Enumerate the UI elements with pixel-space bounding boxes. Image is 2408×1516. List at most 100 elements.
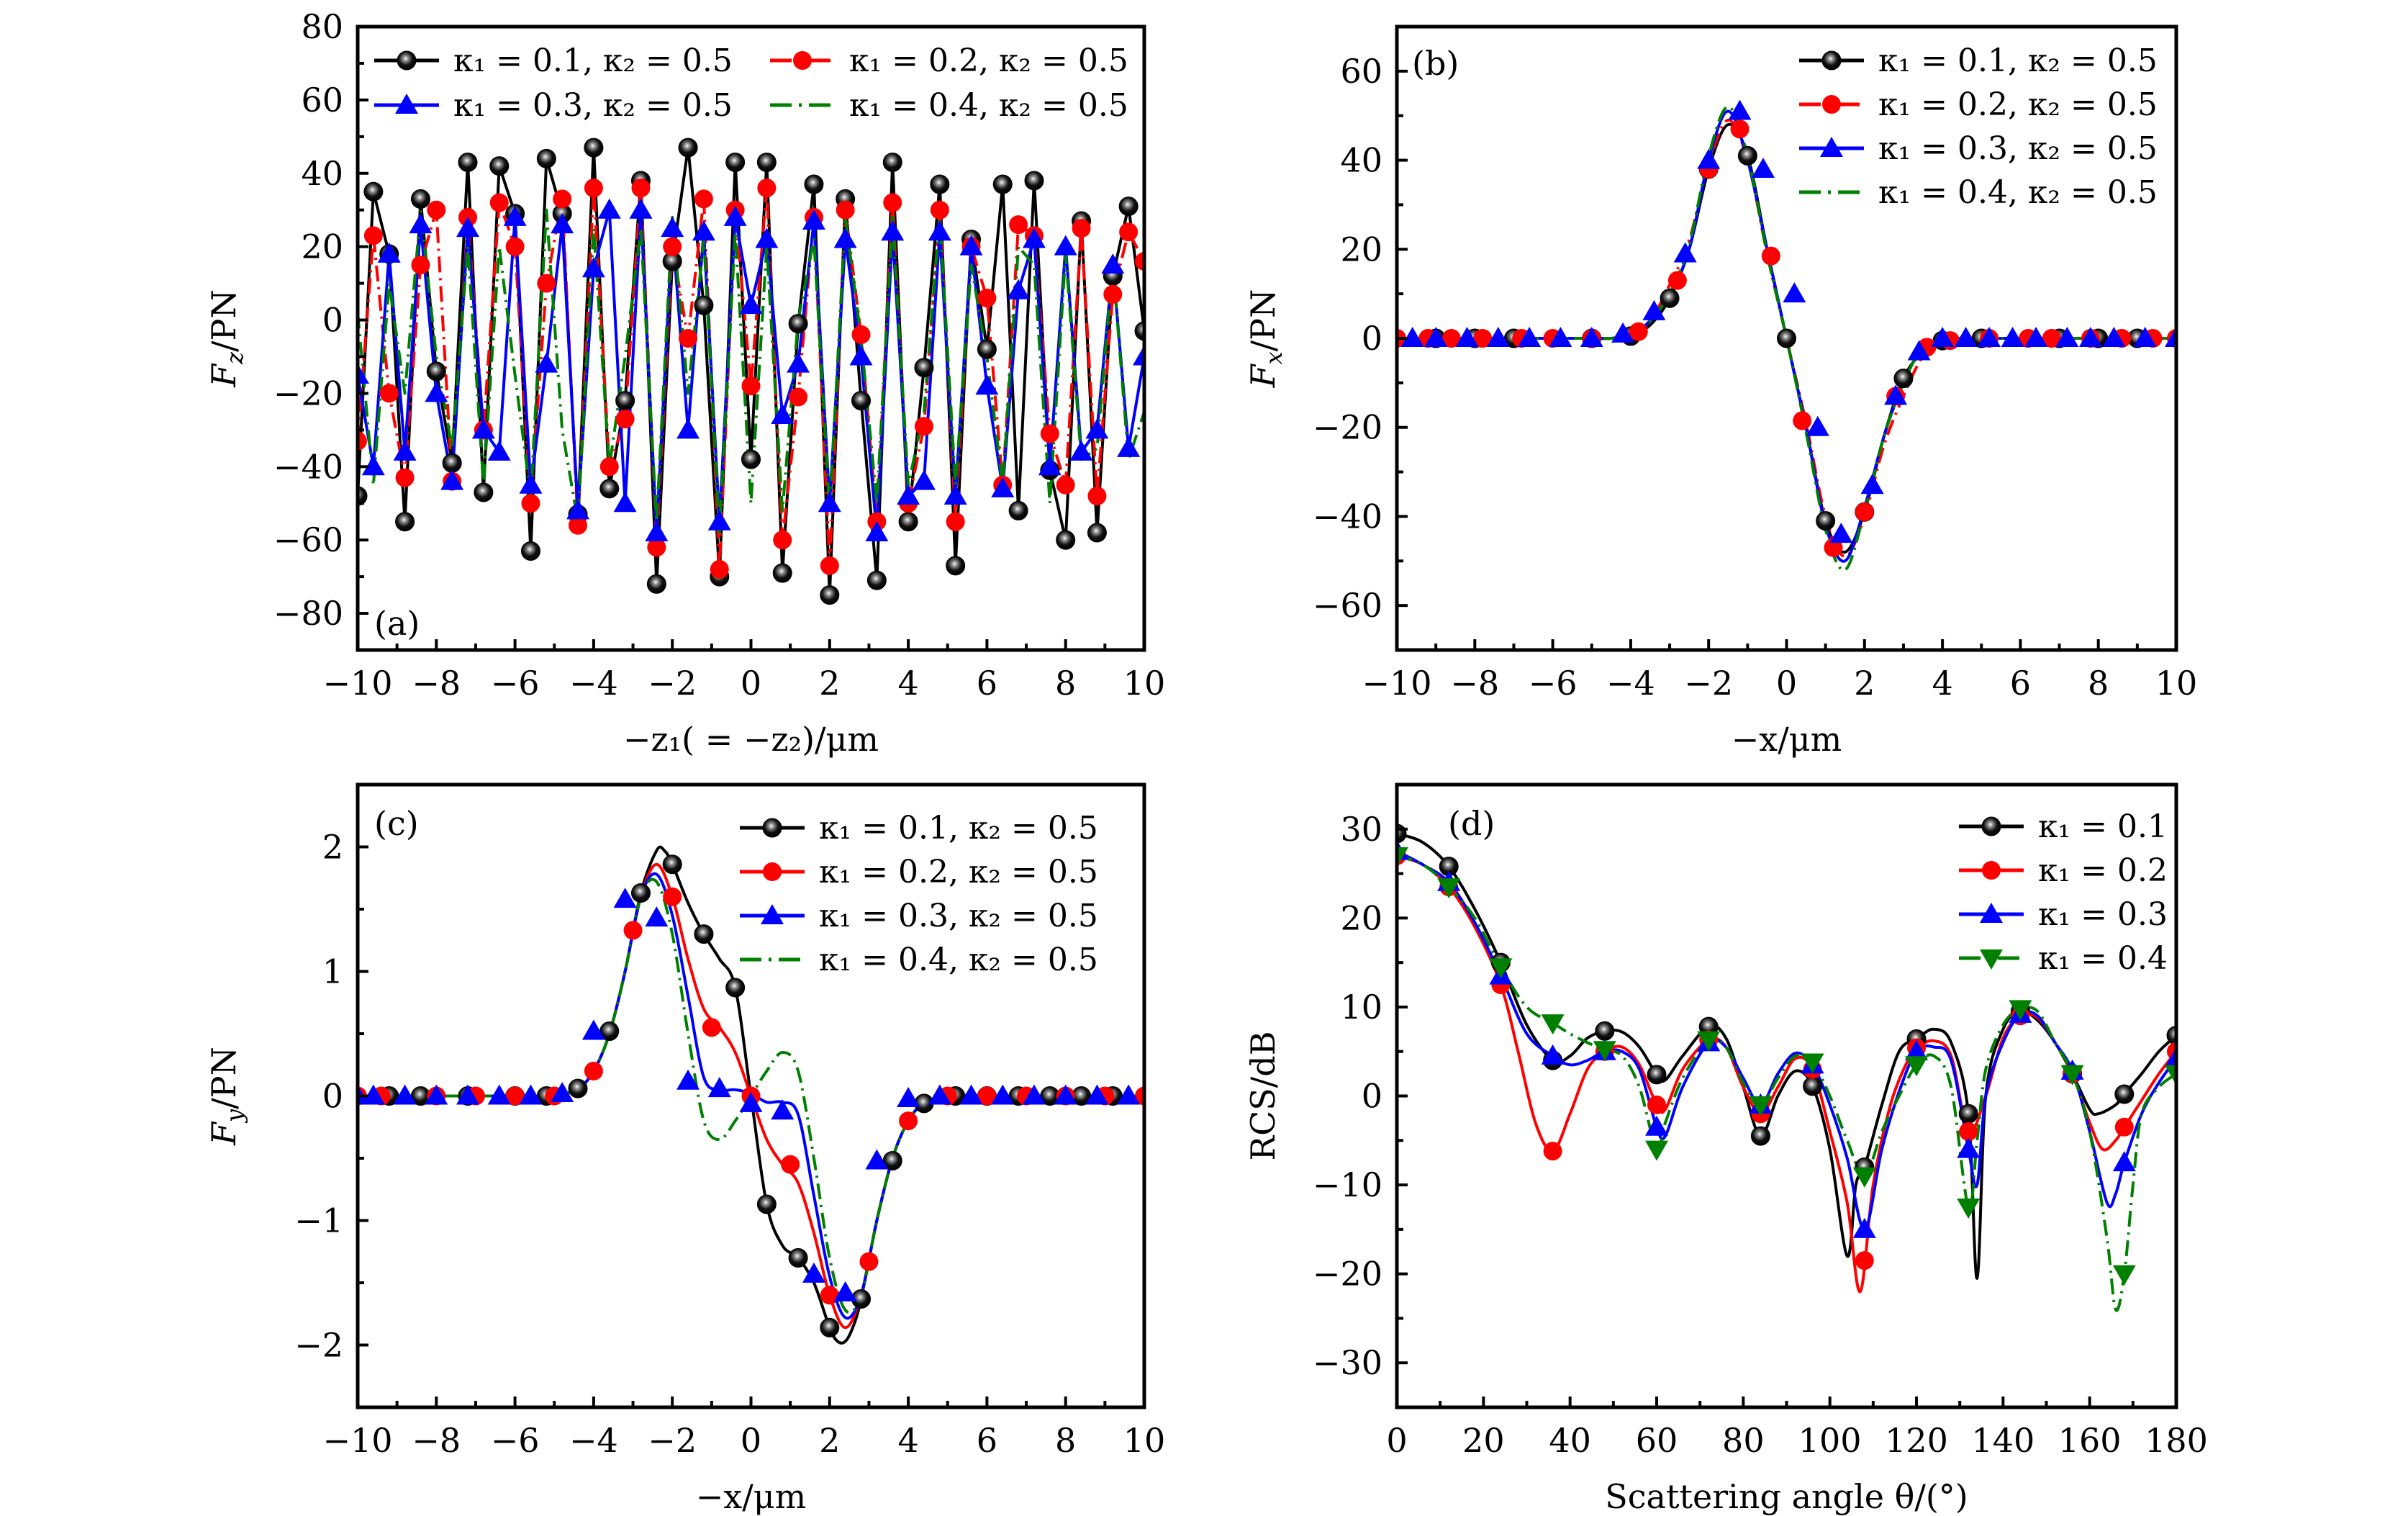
data-point-4 — [2009, 1000, 2032, 1021]
data-point-3 — [1697, 148, 1721, 169]
data-point-3 — [1007, 279, 1031, 299]
x-tick-label: 180 — [2145, 1421, 2208, 1460]
data-point-1 — [458, 152, 478, 172]
data-point-3 — [959, 235, 983, 256]
x-tick-label: −2 — [648, 1421, 697, 1460]
data-point-1 — [395, 512, 415, 532]
data-point-3 — [1518, 327, 1542, 347]
data-point-3 — [818, 492, 841, 513]
data-point-3 — [2102, 327, 2126, 347]
data-point-1 — [914, 358, 934, 378]
x-tick-label: −4 — [1606, 664, 1655, 703]
data-point-3 — [1085, 1084, 1109, 1105]
data-point-3 — [1085, 418, 1109, 439]
x-tick-label: 8 — [1055, 664, 1076, 703]
data-point-2 — [363, 226, 383, 245]
data-point-3 — [676, 1069, 700, 1090]
data-point-4 — [1905, 1056, 1928, 1077]
x-tick-label: 40 — [1549, 1421, 1591, 1460]
data-point-3 — [802, 209, 825, 230]
data-point-1 — [820, 1317, 840, 1337]
data-point-3 — [1117, 1084, 1141, 1105]
legend-label: κ₁ = 0.3, κ₂ = 0.5 — [819, 898, 1098, 934]
data-point-1 — [599, 479, 620, 499]
data-point-1 — [898, 512, 918, 532]
x-tick-label: 100 — [1798, 1421, 1862, 1460]
data-point-3 — [991, 477, 1015, 497]
legend-marker — [1822, 95, 1841, 114]
y-axis-label: RCS/dB — [1244, 1031, 1282, 1160]
data-point-1 — [1024, 171, 1044, 191]
x-tick-label: 120 — [1885, 1421, 1948, 1460]
data-point-3 — [2165, 1047, 2176, 1068]
legend-item: κ₁ = 0.2, κ₂ = 0.5 — [1799, 86, 2158, 123]
data-point-2 — [1855, 1251, 1874, 1271]
data-point-3 — [551, 1082, 574, 1103]
legend-label: κ₁ = 0.2, κ₂ = 0.5 — [849, 42, 1128, 79]
data-point-3 — [581, 1019, 605, 1040]
data-point-4 — [1801, 1053, 1824, 1074]
data-point-3 — [1645, 1115, 1668, 1136]
legend-marker — [397, 50, 417, 71]
data-point-2 — [599, 457, 619, 477]
data-point-3 — [881, 220, 905, 241]
data-point-2 — [914, 417, 933, 436]
y-tick-label: 20 — [1340, 230, 1382, 269]
y-tick-label: −1 — [294, 1201, 343, 1240]
data-point-3 — [1022, 1084, 1046, 1105]
legend: κ₁ = 0.1 κ₁ = 0.2 κ₁ = 0.3 κ₁ = 0.4 — [1959, 808, 2168, 977]
legend-label: κ₁ = 0.1 — [2038, 808, 2168, 845]
data-point-3 — [503, 205, 527, 226]
data-point-2 — [647, 538, 666, 557]
data-point-1 — [756, 152, 777, 172]
data-point-2 — [781, 1155, 800, 1174]
data-point-3 — [1400, 327, 1424, 347]
legend-marker — [1980, 903, 2003, 923]
series-line-4 — [358, 208, 1144, 534]
y-tick-label: −20 — [273, 374, 343, 412]
x-tick-label: 60 — [1636, 1421, 1678, 1460]
data-point-3 — [1038, 455, 1062, 476]
data-point-1 — [756, 1194, 777, 1214]
data-point-3 — [928, 220, 951, 241]
legend-label: κ₁ = 0.1, κ₂ = 0.5 — [1878, 42, 2158, 79]
data-point-3 — [1978, 327, 2001, 347]
x-tick-label: 4 — [1932, 664, 1952, 703]
data-point-3 — [1054, 235, 1077, 256]
x-tick-label: −4 — [569, 1421, 618, 1460]
data-point-3 — [692, 220, 715, 241]
x-tick-label: −8 — [412, 664, 461, 703]
data-point-1 — [694, 924, 714, 944]
data-point-2 — [1087, 487, 1107, 506]
data-point-1 — [788, 314, 808, 334]
data-point-1 — [977, 339, 997, 359]
data-point-1 — [804, 174, 824, 194]
y-tick-label: 40 — [1340, 141, 1382, 180]
data-point-1 — [520, 541, 540, 561]
y-axis-label: Fx/PN — [1244, 289, 1287, 389]
data-point-4 — [1437, 878, 1461, 899]
data-point-2 — [505, 237, 525, 256]
x-tick-label: 4 — [897, 664, 918, 703]
data-point-2 — [1629, 322, 1648, 341]
data-point-2 — [820, 1286, 839, 1305]
x-tick-label: 6 — [977, 1421, 997, 1460]
data-point-3 — [1907, 340, 1931, 361]
data-point-3 — [2024, 327, 2048, 347]
data-point-4 — [1645, 1140, 1668, 1161]
panel-b: −10 −8 −6 −4 −2 0 2 4 6 8 10−60−40−200204060−x/μmF… — [1244, 24, 2197, 759]
data-point-2 — [584, 1061, 603, 1080]
data-point-3 — [1117, 436, 1141, 457]
data-point-3 — [440, 469, 464, 490]
data-point-3 — [409, 213, 433, 234]
legend-marker — [761, 904, 784, 924]
legend-item: κ₁ = 0.4, κ₂ = 0.5 — [1799, 174, 2158, 211]
data-point-2 — [1441, 329, 1461, 348]
data-point-3 — [456, 1084, 480, 1105]
data-point-3 — [1905, 1039, 1928, 1060]
data-point-3 — [1101, 253, 1125, 274]
data-point-2 — [851, 325, 871, 344]
data-point-4 — [1541, 1014, 1565, 1035]
legend-label: κ₁ = 0.1, κ₂ = 0.5 — [453, 42, 733, 79]
